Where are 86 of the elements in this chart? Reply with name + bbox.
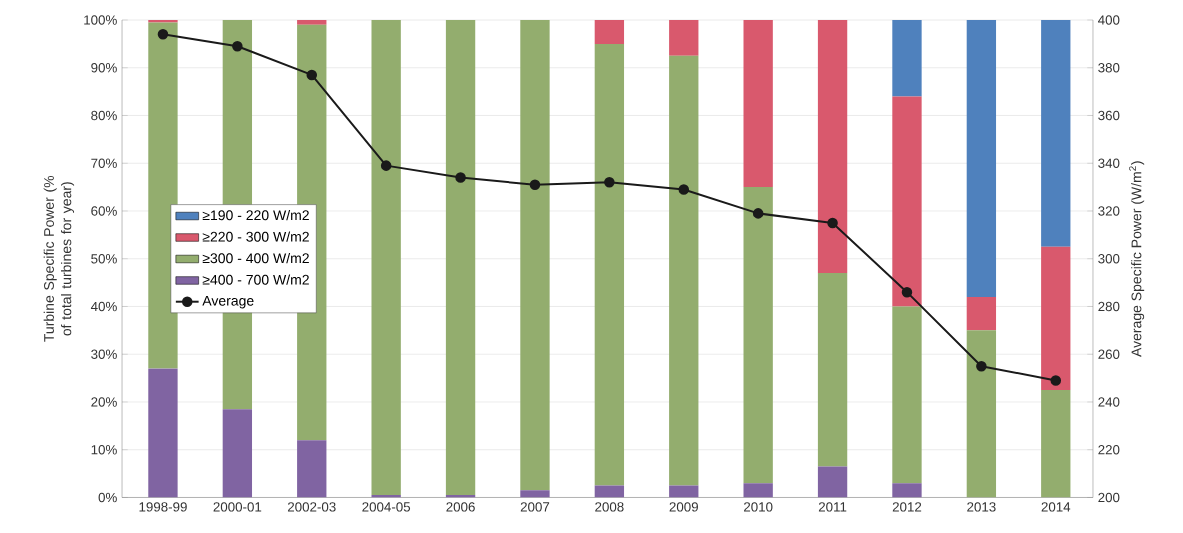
- y2-tick-label: 220: [1098, 444, 1120, 455]
- point: [752, 207, 764, 219]
- bar: [817, 466, 848, 498]
- bar: [743, 19, 773, 187]
- y-tick-label: 50%: [91, 253, 117, 264]
- y-tick-label: 60%: [91, 206, 117, 216]
- bar: [892, 306, 922, 483]
- y-tick-label: 90%: [91, 62, 117, 73]
- bar: [445, 19, 476, 495]
- point: [1050, 374, 1062, 386]
- bar: [743, 186, 773, 483]
- x-tick-label: 2014: [1041, 501, 1071, 512]
- legend-label: ≥220 - 300 W/m2: [202, 231, 309, 242]
- bar: [594, 485, 625, 498]
- x-tick-label: 2000-01: [213, 501, 262, 512]
- bar: [222, 408, 253, 498]
- bar: [817, 19, 848, 273]
- x-tick-label: 2013: [967, 501, 996, 512]
- y-tick-label: 0%: [98, 492, 117, 502]
- point: [232, 40, 243, 52]
- y-tick-label: 40%: [90, 301, 117, 311]
- y-axis-title: Turbine Specific Power (% of total turbines for year): [43, 175, 75, 342]
- x-tick-label: 2011: [818, 501, 847, 512]
- y2-tick-label: 240: [1098, 397, 1120, 407]
- y2-tick-label: 260: [1098, 349, 1120, 359]
- bar: [892, 96, 922, 307]
- bar: [966, 296, 997, 331]
- point: [678, 184, 690, 195]
- bar: [594, 43, 625, 486]
- bar: [148, 368, 178, 498]
- point: [157, 28, 169, 40]
- y2-tick-label: 360: [1098, 110, 1120, 120]
- y-tick-label: 100%: [84, 15, 117, 25]
- bar: [1041, 389, 1071, 498]
- legend-label: ≥400 - 700 W/m2: [202, 274, 309, 285]
- bar: [1041, 19, 1071, 247]
- point: [901, 286, 913, 298]
- bar: [817, 272, 848, 467]
- x-tick-label: 2009: [669, 501, 698, 512]
- bar: [297, 439, 327, 498]
- bar: [148, 22, 178, 369]
- point: [827, 217, 838, 228]
- bar: [371, 19, 401, 495]
- x-tick-label: 2010: [744, 501, 773, 512]
- point: [455, 172, 466, 183]
- bar: [520, 19, 550, 491]
- point: [604, 176, 615, 188]
- bar: [669, 485, 699, 498]
- bar: [520, 490, 550, 498]
- legend-label: ≥190 - 220 W/m2: [202, 209, 309, 221]
- y2-tick-label: 320: [1098, 206, 1120, 216]
- bar: [297, 19, 327, 25]
- bar: [966, 19, 997, 297]
- x-tick-label: 2012: [892, 501, 922, 512]
- bar: [743, 482, 773, 498]
- x-tick-label: 2004-05: [362, 501, 411, 512]
- point: [380, 160, 392, 171]
- y2-tick-label: 200: [1098, 492, 1120, 502]
- bar: [966, 330, 997, 498]
- legend-label: Average: [202, 295, 254, 309]
- bar: [669, 55, 699, 486]
- x-tick-label: 2008: [595, 501, 624, 512]
- x-tick-label: 2006: [446, 501, 475, 512]
- x-tick-label: 2007: [520, 501, 550, 512]
- y2-axis-title: Average Specific Power (W/m$^{2}$): [1129, 161, 1145, 357]
- bar: [892, 482, 922, 498]
- x-tick-label: 2002-03: [287, 501, 336, 512]
- bar: [669, 19, 699, 56]
- y2-tick-label: 300: [1098, 253, 1120, 264]
- y-tick-label: 20%: [91, 397, 117, 407]
- y2-tick-label: 280: [1098, 301, 1120, 311]
- y2-tick-label: 380: [1098, 62, 1120, 73]
- point: [306, 69, 318, 80]
- bar: [1041, 246, 1071, 390]
- y2-tick-label: 400: [1098, 15, 1120, 25]
- y-tick-label: 80%: [91, 110, 117, 120]
- legend-label: ≥300 - 400 W/m2: [202, 252, 309, 263]
- y-tick-label: 10%: [91, 444, 117, 455]
- bar: [892, 19, 922, 97]
- x-tick-label: 1998-99: [139, 501, 187, 512]
- y-tick-label: 30%: [91, 349, 117, 359]
- bar: [594, 19, 625, 44]
- y2-tick-label: 340: [1098, 158, 1120, 168]
- y-tick-label: 70%: [91, 158, 117, 168]
- point: [529, 179, 541, 190]
- point: [976, 360, 987, 372]
